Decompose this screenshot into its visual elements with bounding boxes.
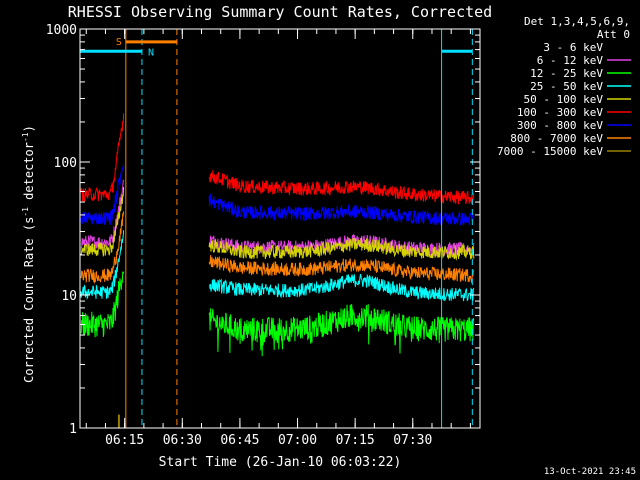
series-line-pre-2 [80,271,125,338]
x-tick-label-3: 07:00 [278,433,317,448]
y-axis-label-sup1: -1 [21,207,30,217]
legend-label-7: 800 - 7000 keV [510,132,603,145]
series-line-pre-5 [80,113,125,202]
series-line-post-5 [208,169,475,205]
x-tick-label-4: 07:15 [336,433,375,448]
y-tick-label-3: 1000 [46,23,77,38]
legend-header-line1: Det 1,3,4,5,6,9, [524,15,630,28]
night-label: N [148,47,154,58]
y-axis-label-part2: detector [22,142,36,207]
axis-frame [79,28,481,429]
series-line-pre-6 [80,163,125,226]
saa-label: S [116,37,122,48]
series-line-post-0 [208,205,475,232]
y-tick-label-2: 100 [54,156,77,171]
x-tick-label-2: 06:45 [220,433,259,448]
legend-label-2: 12 - 25 keV [530,67,603,80]
y-axis-label: Corrected Count Rate (s-1 detector-1) [21,125,36,383]
series-line-pre-4 [80,186,125,257]
legend-label-3: 25 - 50 keV [530,80,603,93]
series-line-pre-3 [80,230,125,300]
legend-header-line2: Att 0 [597,28,630,41]
x-axis-label: Start Time (26-Jan-10 06:03:22) [159,455,402,470]
series-line-post-4 [208,237,475,261]
chart-title: RHESSI Observing Summary Count Rates, Co… [68,3,492,21]
series-line-post-3 [209,273,475,302]
y-axis-label-part1: Corrected Count Rate (s [22,217,36,383]
legend-label-4: 50 - 100 keV [524,93,604,106]
axes: 1 10 100 1000 06:15 06:30 06:45 07:00 07:15 07:30 [46,23,481,448]
y-axis-label-part3: ) [22,125,36,132]
timestamp: 13-Oct-2021 23:45 [544,467,636,477]
y-tick-label-1: 10 [61,289,77,304]
series-line-post-2 [208,304,475,357]
series-line-post-7 [208,255,474,284]
y-tick-label-0: 1 [69,422,77,437]
x-tick-label-0: 06:15 [105,433,144,448]
series-line-post-6 [208,193,475,226]
legend-label-8: 7000 - 15000 keV [497,145,603,158]
legend-label-0: 3 - 6 keV [543,41,603,54]
legend-label-1: 6 - 12 keV [537,54,604,67]
legend-label-6: 300 - 800 keV [517,119,603,132]
series-line-pre-7 [80,211,125,285]
legend-label-5: 100 - 300 keV [517,106,603,119]
x-tick-label-5: 07:30 [393,433,432,448]
x-tick-label-1: 06:30 [163,433,202,448]
y-axis-label-sup2: -1 [21,132,30,142]
